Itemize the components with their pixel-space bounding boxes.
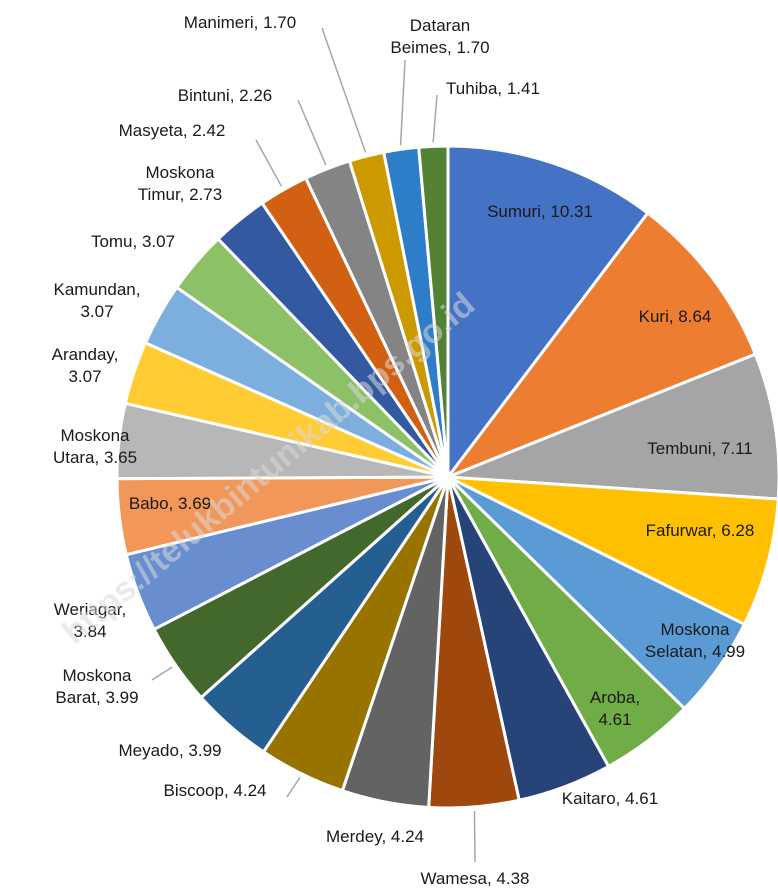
pie [115,144,778,810]
data-label: Bintuni, 2.26 [178,86,273,105]
data-label: Aranday, 3.07 [52,345,119,386]
data-label: Masyeta, 2.42 [119,121,226,140]
slice [417,144,450,478]
data-label: Fafurwar, 6.28 [646,521,755,540]
slice [447,475,778,627]
data-label: Aroba, 4.61 [590,688,640,729]
data-label: Tuhiba, 1.41 [446,79,540,98]
data-label: Biscoop, 4.24 [163,781,266,800]
data-label: Kaitaro, 4.61 [562,789,658,808]
data-label: Tomu, 3.07 [91,232,175,251]
leader-line [151,666,173,681]
data-label: Moskona Selatan, 4.99 [645,620,745,661]
data-label: Moskona Timur, 2.73 [138,163,222,204]
slice [446,144,650,482]
data-label: Moskona Utara, 3.65 [53,426,137,467]
leader-line [399,59,406,146]
data-label: Moskona Barat, 3.99 [55,666,138,707]
data-label: Kuri, 8.64 [639,307,712,326]
data-label: Merdey, 4.24 [326,827,424,846]
leader-line [255,139,283,187]
data-label: Kamundan, 3.07 [54,280,141,321]
labels: Sumuri, 10.31 Kuri, 8.64 Tembuni, 7.11 Fafu… [52,13,755,888]
data-label: Sumuri, 10.31 [487,202,593,221]
data-label: Meyado, 3.99 [118,741,221,760]
leader-line [286,777,301,798]
leader-line [473,810,476,863]
data-label: Dataran Beimes, 1.70 [390,16,489,57]
slice [447,352,778,501]
data-label: Wamesa, 4.38 [421,869,530,888]
slice [443,210,758,481]
data-label: Babo, 3.69 [129,494,211,513]
data-label: Weriagar, 3.84 [54,600,126,641]
data-label: Manimeri, 1.70 [184,13,296,32]
leader-line [432,94,438,143]
data-label: Tembuni, 7.11 [647,439,753,458]
leader-line [321,27,367,153]
leader-line [297,99,327,166]
